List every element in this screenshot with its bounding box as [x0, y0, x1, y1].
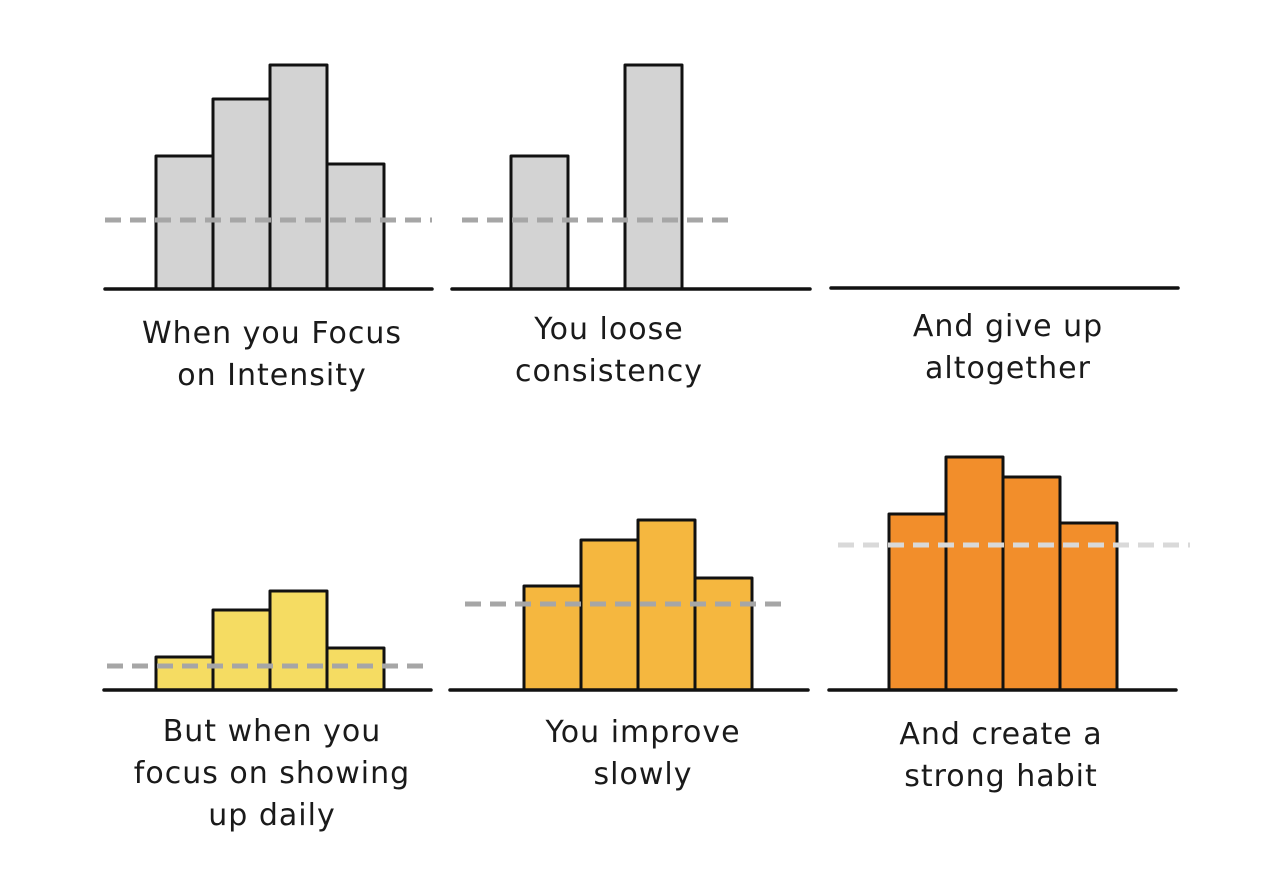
caption-line: You loose [534, 312, 684, 347]
bar-panel-4-4 [325, 646, 386, 692]
chart-panel-4 [102, 589, 433, 692]
bar-panel-4-3 [268, 589, 329, 692]
caption-line: And create a [899, 717, 1103, 752]
chart-panel-6 [827, 455, 1190, 692]
caption-line: consistency [515, 354, 703, 389]
caption-line: slowly [593, 757, 693, 792]
chart-caption: You loose consistency [439, 309, 779, 393]
bar-panel-6-2 [944, 455, 1005, 692]
bar-panel-6-1 [887, 512, 948, 692]
bar-panel-5-2 [579, 538, 640, 692]
bar-panel-6-4 [1058, 521, 1119, 692]
caption-line: strong habit [904, 759, 1098, 794]
bar-panel-5-4 [693, 576, 754, 692]
bar-panel-6-3 [1001, 475, 1062, 692]
chart-panel-1 [103, 63, 434, 291]
chart-caption: And give up altogether [838, 306, 1178, 390]
caption-line: on Intensity [177, 358, 367, 393]
caption-line: But when you [162, 714, 382, 749]
bar-panel-1-2 [211, 97, 272, 291]
chart-caption: You improve slowly [473, 712, 813, 796]
chart-caption: But when you focus on showing up daily [102, 711, 442, 837]
caption-line: focus on showing [133, 756, 411, 791]
bar-panel-4-2 [211, 608, 272, 692]
chart-panel-2 [450, 63, 812, 291]
bar-panel-4-1 [154, 655, 215, 692]
caption-line: up daily [208, 798, 336, 833]
caption-line: altogether [925, 351, 1091, 386]
caption-line: And give up [912, 309, 1104, 344]
chart-caption: And create a strong habit [831, 714, 1171, 798]
caption-line: When you Focus [141, 316, 403, 351]
chart-caption: When you Focus on Intensity [102, 313, 442, 397]
bar-panel-2-3 [623, 63, 684, 291]
caption-line: You improve [545, 715, 741, 750]
bar-panel-1-3 [268, 63, 329, 291]
chart-panel-5 [448, 518, 810, 692]
bar-panel-1-4 [325, 162, 386, 291]
